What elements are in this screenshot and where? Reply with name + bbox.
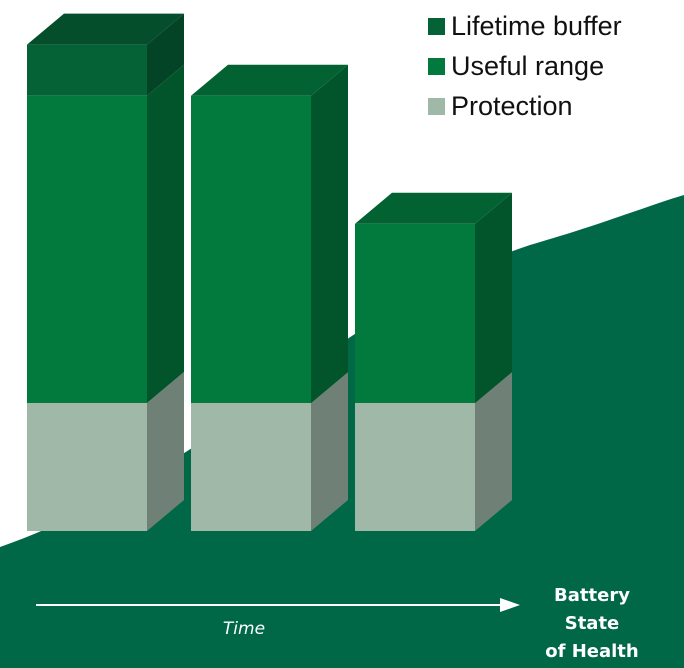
time-axis — [36, 598, 520, 612]
legend: Lifetime buffer Useful range Protection — [428, 6, 622, 126]
bar-segment-useful-range-side — [475, 192, 512, 403]
bar-segment-protection-side — [475, 372, 512, 531]
legend-item-lifetime-buffer: Lifetime buffer — [428, 6, 622, 46]
legend-label: Protection — [451, 90, 573, 121]
legend-label: Lifetime buffer — [451, 10, 622, 41]
axis-end-label-line: of Health — [545, 641, 639, 662]
legend-swatch — [428, 17, 445, 35]
bar-segment-lifetime-buffer-front — [27, 44, 147, 96]
legend-item-protection: Protection — [428, 86, 622, 126]
time-arrow-head — [500, 598, 520, 612]
axis-end-label-line: State — [564, 613, 620, 634]
bar-top-face — [27, 13, 184, 45]
bar-segment-useful-range-front — [27, 95, 147, 404]
axis-end-label-line: Battery — [554, 585, 630, 606]
x-axis-label: Time — [222, 619, 266, 639]
bar-top-face — [355, 192, 512, 224]
bar-segment-useful-range-front — [355, 223, 475, 403]
bar-segment-useful-range-front — [191, 95, 311, 404]
bar-segment-useful-range-side — [147, 64, 184, 404]
bar-segment-lifetime-buffer-side — [147, 13, 184, 96]
bars-group — [27, 13, 512, 531]
legend-item-useful-range: Useful range — [428, 46, 622, 86]
bar-segment-protection-front — [355, 403, 475, 531]
axis-end-label: Battery State of Health — [530, 582, 654, 666]
bar-segment-protection-front — [191, 403, 311, 531]
bar-top-face — [191, 64, 348, 96]
bar-segment-protection-side — [147, 372, 184, 531]
bar-segment-useful-range-side — [311, 64, 348, 404]
legend-swatch — [428, 97, 445, 115]
bar-segment-protection-side — [311, 372, 348, 531]
legend-swatch — [428, 57, 445, 75]
bar-segment-protection-front — [27, 403, 147, 531]
legend-label: Useful range — [451, 50, 605, 81]
